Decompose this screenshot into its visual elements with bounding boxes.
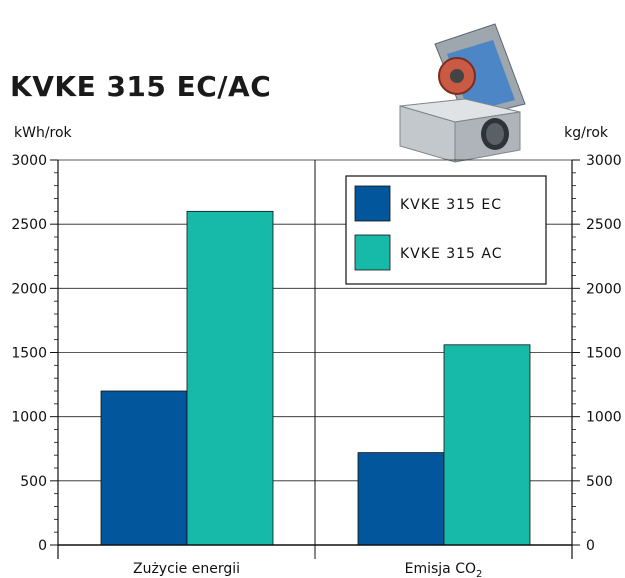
y-left-tick-label: 2500 bbox=[11, 217, 47, 233]
y-right-tick-label: 500 bbox=[586, 474, 613, 490]
y-left-tick-label: 0 bbox=[38, 538, 47, 554]
y-right-tick-label: 2000 bbox=[586, 281, 622, 297]
legend-swatch bbox=[354, 185, 391, 222]
y-right-unit-label: kg/rok bbox=[564, 125, 609, 141]
x-category-label: Zużycie energii bbox=[133, 561, 240, 577]
y-right-tick-label: 1500 bbox=[586, 346, 622, 362]
bars bbox=[100, 210, 531, 546]
y-left-tick-label: 1500 bbox=[11, 346, 47, 362]
tick-labels: 0 0 500 500 1000 1000 1500 1500 2000 2000 2500 2500… bbox=[11, 153, 621, 554]
y-right-tick-label: 1000 bbox=[586, 410, 622, 426]
legend: KVKE 315 EC KVKE 315 AC bbox=[345, 175, 547, 285]
bar bbox=[357, 452, 445, 546]
y-left-tick-label: 2000 bbox=[11, 281, 47, 297]
legend-label: KVKE 315 AC bbox=[400, 246, 503, 262]
category-labels: Zużycie energii Emisja CO2 bbox=[133, 561, 482, 578]
y-right-tick-label: 3000 bbox=[586, 153, 622, 169]
legend-label: KVKE 315 EC bbox=[400, 197, 502, 213]
legend-swatch bbox=[354, 234, 391, 271]
chart-title: KVKE 315 EC/AC bbox=[10, 70, 272, 103]
bar bbox=[443, 344, 531, 546]
x-category-label: Emisja CO2 bbox=[405, 561, 483, 578]
y-right-tick-label: 0 bbox=[586, 538, 595, 554]
y-left-tick-label: 3000 bbox=[11, 153, 47, 169]
product-image bbox=[399, 23, 526, 163]
bar bbox=[186, 210, 274, 546]
y-left-tick-label: 1000 bbox=[11, 410, 47, 426]
y-left-tick-label: 500 bbox=[20, 474, 47, 490]
y-right-tick-label: 2500 bbox=[586, 217, 622, 233]
bar bbox=[100, 390, 188, 546]
y-left-unit-label: kWh/rok bbox=[14, 125, 73, 141]
axes bbox=[50, 159, 580, 559]
